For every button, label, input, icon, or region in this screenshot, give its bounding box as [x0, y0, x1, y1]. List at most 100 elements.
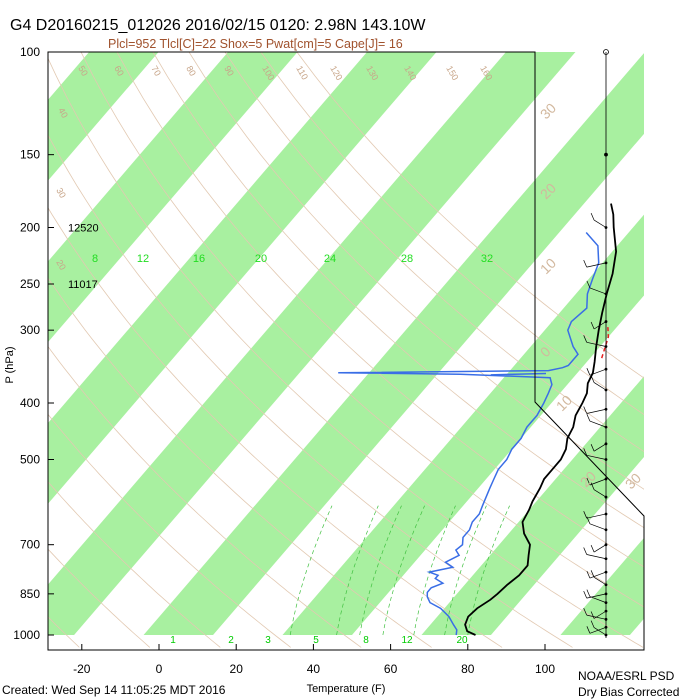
wind-barb-flag [586, 477, 591, 486]
dry-adiabat [48, 134, 573, 648]
wind-dot [604, 617, 608, 621]
wind-dot [604, 528, 608, 532]
dry-adiabat-label: 150 [444, 64, 460, 82]
wind-barb-flag [586, 280, 591, 289]
profile-temperature [464, 203, 618, 636]
credit-dry-bias: Dry Bias Corrected [578, 685, 679, 699]
wind-barb-flag [586, 516, 591, 524]
dry-adiabat-label: 30 [54, 186, 68, 200]
y-tick-label: 400 [20, 396, 40, 410]
wind-dot [604, 583, 608, 587]
dry-adiabat-label: 40 [56, 106, 70, 120]
created-timestamp: Created: Wed Sep 14 11:05:25 MDT 2016 [2, 683, 226, 697]
wind-dot [604, 425, 608, 429]
y-tick-label: 700 [20, 538, 40, 552]
dry-adiabat [152, 52, 644, 529]
wind-calm [604, 152, 608, 157]
wind-barb [593, 321, 607, 330]
dry-adiabat [296, 52, 644, 379]
wind-dot [604, 388, 608, 392]
wind-barb-flag [586, 368, 591, 376]
wind-dot [604, 633, 608, 637]
wind-barb [593, 489, 607, 498]
height-label: 12520 [68, 223, 99, 235]
profile-dewpoint [338, 232, 600, 636]
dry-adiabat-label: 50 [76, 64, 90, 78]
x-tick-label: 40 [307, 662, 321, 676]
mixing-ratio-label: 12 [137, 253, 149, 265]
mixing-ratio-label: 32 [481, 253, 493, 265]
isotherm-stripe [282, 214, 644, 635]
mixing-ratio-label: 2 [228, 635, 234, 646]
wind-dot [604, 320, 608, 323]
dry-adiabat [260, 52, 644, 416]
dry-adiabat-label: 70 [149, 64, 163, 78]
mixing-ratio-label: 20 [456, 635, 468, 646]
wind-dot [604, 367, 608, 371]
wind-barb-flag [586, 626, 591, 634]
wind-barb-panel [583, 49, 609, 638]
mixing-ratio-label: 5 [313, 635, 319, 646]
wind-barb-flag [590, 375, 595, 383]
mixing-ratio-line [413, 505, 456, 636]
wind-dot [604, 625, 608, 629]
height-label: 11017 [68, 279, 98, 291]
isotherm-label: 30 [537, 100, 559, 122]
y-tick-label: 250 [20, 277, 40, 291]
wind-dot [604, 512, 608, 516]
wind-barb [586, 554, 607, 560]
x-tick-label: -20 [73, 662, 91, 676]
wind-dot [604, 609, 608, 613]
wind-barb-flag [590, 570, 595, 578]
wind-barb [589, 368, 607, 376]
wind-barb [586, 593, 607, 599]
x-tick-label: 0 [156, 662, 163, 676]
wind-dot [604, 601, 608, 605]
wind-barb [589, 523, 607, 531]
dry-adiabat-label: 120 [328, 64, 344, 82]
chart-subtitle: Plcl=952 Tlcl[C]=22 Shox=5 Pwat[cm]=5 Ca… [108, 37, 403, 51]
wind-dot [604, 570, 608, 574]
wind-barb-flag [583, 259, 588, 268]
plot-frame [47, 51, 645, 651]
wind-barb [589, 287, 607, 295]
y-tick-label: 500 [20, 452, 40, 466]
wind-barb-flag [586, 413, 591, 422]
mixing-ratio-label: 16 [193, 253, 205, 265]
isotherm-stripe [48, 52, 159, 181]
dry-adiabat [48, 207, 503, 648]
wind-dot [604, 226, 608, 229]
y-tick-label: 200 [20, 221, 40, 235]
y-tick-label: 300 [20, 323, 40, 337]
wind-dot [604, 477, 608, 481]
wind-barb-flag [583, 406, 588, 414]
y-tick-label: 150 [20, 148, 40, 162]
dry-adiabat [48, 277, 432, 648]
wind-barb [589, 420, 607, 428]
wind-barb [593, 544, 607, 553]
dry-adiabat-label: 20 [54, 258, 68, 272]
wind-barb [589, 596, 607, 603]
wind-dot [604, 543, 608, 547]
dry-adiabat-label: 80 [184, 64, 198, 78]
wind-barb-flag [583, 335, 588, 343]
wind-dot [604, 407, 608, 411]
isotherm-stripe [48, 52, 437, 504]
wind-barb [586, 341, 607, 347]
wind-dot [604, 592, 608, 596]
wind-barb [586, 513, 607, 519]
wind-barb [593, 443, 607, 452]
isotherm-label: 10 [537, 255, 559, 277]
x-tick-label: 100 [535, 662, 555, 676]
wind-barb-flag [590, 544, 595, 553]
dry-adiabat [80, 52, 644, 608]
wind-barb [593, 577, 607, 586]
wind-dot [604, 442, 608, 446]
mixing-ratio-line [336, 505, 379, 636]
dry-adiabat [48, 57, 644, 648]
wind-dot [604, 261, 608, 265]
wind-barb [593, 627, 607, 636]
